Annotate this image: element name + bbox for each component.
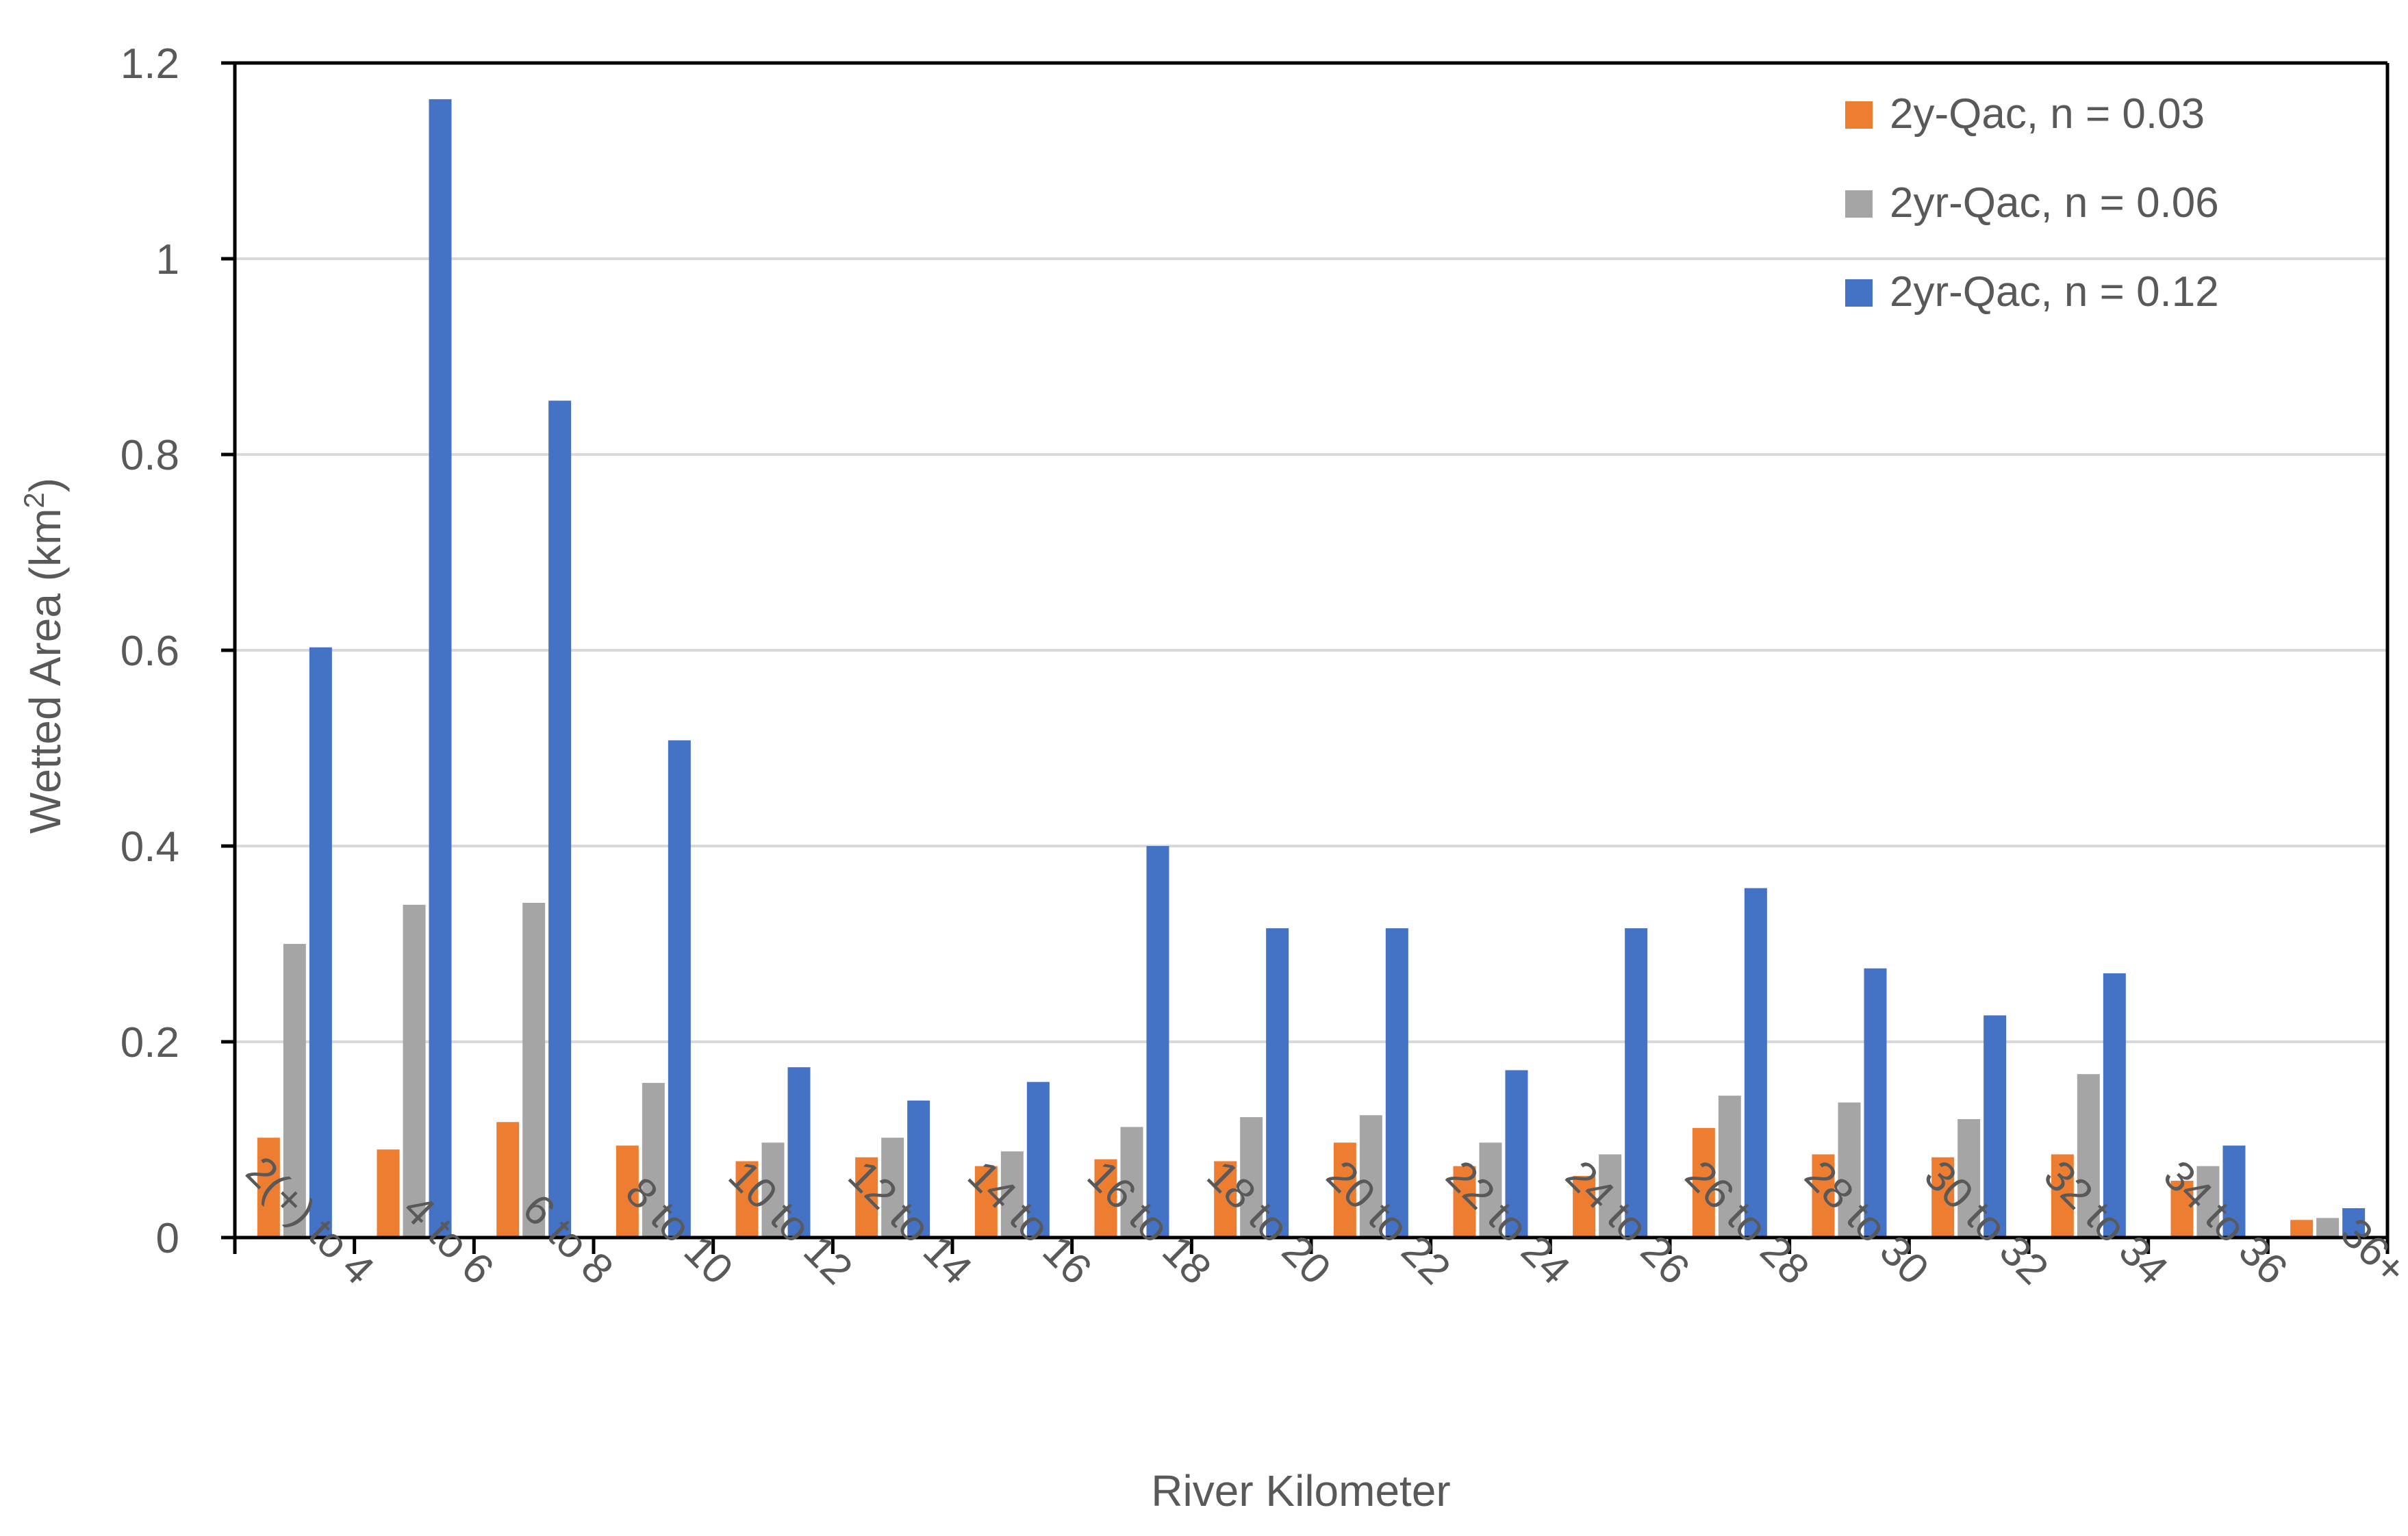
- bar-series-1: [855, 1157, 878, 1238]
- y-tick-label: 0.8: [121, 432, 179, 479]
- axes: [221, 61, 2390, 1254]
- bar-series-3: [309, 647, 332, 1238]
- bar-series-1: [496, 1122, 520, 1238]
- bar-series-3: [1505, 1070, 1528, 1238]
- bar-series-1: [257, 1138, 280, 1238]
- bar-series-3: [1984, 1015, 2007, 1238]
- bar-series-3: [907, 1100, 930, 1238]
- bar-series-2: [2196, 1166, 2220, 1238]
- bar-series-3: [548, 400, 572, 1238]
- bar-series-3: [2222, 1145, 2246, 1238]
- bar-series-1: [377, 1149, 400, 1238]
- legend-swatch: [1845, 279, 1873, 307]
- y-axis-title: Wetted Area (km2): [18, 478, 70, 834]
- bar-series-3: [1744, 888, 1767, 1238]
- bar-series-2: [2316, 1218, 2340, 1238]
- y-axis-title-superscript: 2: [18, 492, 50, 508]
- bar-series-1: [1812, 1154, 1835, 1238]
- bar-series-2: [283, 944, 306, 1238]
- x-axis-title: River Kilometer: [1151, 1466, 1450, 1515]
- bar-series-2: [1838, 1102, 1861, 1238]
- bar-series-3: [1864, 968, 1887, 1238]
- bar-series-1: [1333, 1142, 1356, 1238]
- bar-series-2: [403, 904, 426, 1238]
- bar-series-2: [1718, 1095, 1741, 1238]
- bar-series-3: [1385, 928, 1408, 1238]
- legend-label: 2yr-Qac, n = 0.12: [1890, 268, 2219, 316]
- bars: [257, 99, 2366, 1238]
- bar-series-1: [2170, 1181, 2194, 1238]
- bar-series-3: [2103, 973, 2126, 1238]
- bar-series-2: [1000, 1151, 1024, 1238]
- bar-series-1: [1573, 1175, 1596, 1238]
- bar-series-1: [1094, 1159, 1117, 1238]
- y-tick-label: 0.2: [121, 1019, 179, 1066]
- legend: 2y-Qac, n = 0.03 2yr-Qac, n = 0.06 2yr-Qac…: [1845, 90, 2219, 316]
- bar-series-3: [1625, 928, 1648, 1238]
- bar-series-3: [1266, 928, 1289, 1238]
- bar-series-1: [1692, 1127, 1715, 1238]
- bar-series-2: [642, 1083, 665, 1238]
- bar-series-2: [522, 902, 546, 1238]
- bar-series-1: [735, 1161, 759, 1238]
- bar-series-1: [1931, 1157, 1955, 1238]
- bar-series-1: [2051, 1154, 2074, 1238]
- bar-series-2: [761, 1142, 785, 1238]
- bar-series-1: [2290, 1220, 2314, 1238]
- bar-series-1: [1214, 1161, 1237, 1238]
- y-tick-label: 1.2: [121, 40, 179, 88]
- legend-label: 2y-Qac, n = 0.03: [1890, 90, 2205, 138]
- bar-series-3: [668, 740, 691, 1238]
- y-tick-labels: 0 0.2 0.4 0.6 0.8 1 1.2: [121, 40, 179, 1262]
- bar-series-2: [1599, 1154, 1622, 1238]
- bar-series-2: [1479, 1142, 1502, 1238]
- bar-series-2: [1120, 1127, 1143, 1238]
- bar-series-2: [1359, 1115, 1382, 1238]
- bar-series-1: [974, 1166, 998, 1238]
- y-tick-label: 1: [156, 236, 179, 283]
- bar-series-1: [616, 1145, 639, 1238]
- legend-label: 2yr-Qac, n = 0.06: [1890, 179, 2219, 227]
- bar-series-3: [2342, 1208, 2366, 1238]
- bar-series-2: [1957, 1118, 1981, 1238]
- y-tick-label: 0.4: [121, 823, 179, 871]
- bar-series-2: [1240, 1117, 1263, 1238]
- bar-series-3: [1146, 846, 1169, 1238]
- legend-swatch: [1845, 190, 1873, 218]
- y-tick-label: 0.6: [121, 628, 179, 675]
- legend-swatch: [1845, 101, 1873, 129]
- bar-series-2: [2077, 1074, 2100, 1238]
- bar-series-1: [1453, 1166, 1476, 1238]
- bar-series-3: [429, 99, 452, 1238]
- bar-series-3: [787, 1067, 811, 1238]
- bar-series-2: [881, 1138, 904, 1238]
- y-tick-label: 0: [156, 1215, 179, 1262]
- bar-series-3: [1026, 1081, 1050, 1238]
